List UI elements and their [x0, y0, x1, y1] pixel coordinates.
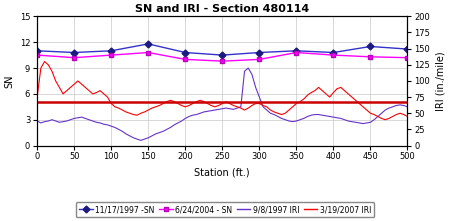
Legend: 11/17/1997 -SN, 6/24/2004 - SN, 9/8/1997 IRI, 3/19/2007 IRI: 11/17/1997 -SN, 6/24/2004 - SN, 9/8/1997…	[76, 202, 374, 217]
Y-axis label: SN: SN	[4, 74, 14, 88]
Y-axis label: IRI (in./mile): IRI (in./mile)	[436, 51, 446, 111]
X-axis label: Station (ft.): Station (ft.)	[194, 167, 250, 177]
Title: SN and IRI - Section 480114: SN and IRI - Section 480114	[135, 4, 310, 14]
